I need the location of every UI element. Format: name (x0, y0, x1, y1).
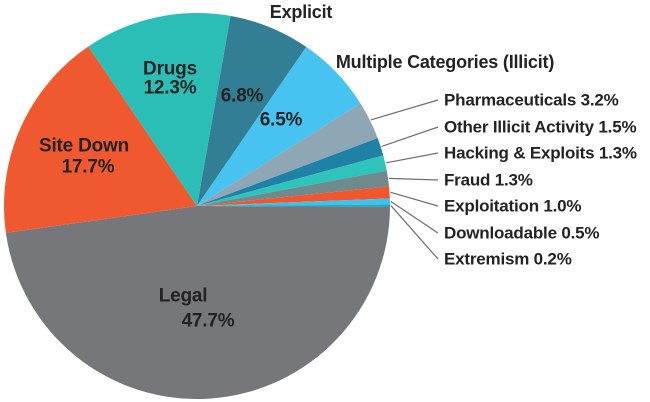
pie-slice-exploitation (197, 186, 390, 206)
pie-slice-site-down (4, 46, 197, 233)
leader-line-downloadable (390, 201, 439, 234)
leader-line-hacking-exploits (385, 152, 439, 164)
pie-slice-legal (5, 206, 390, 400)
pie-slice-pharmaceuticals (197, 103, 378, 206)
pie-slice-downloadable (197, 198, 390, 206)
pie-slice-hacking-exploits (197, 155, 387, 206)
leader-line-fraud (388, 177, 439, 181)
leader-line-other-illicit-activity (381, 126, 439, 147)
leader-line-extremism (390, 205, 439, 260)
pie-slice-extremism (197, 204, 391, 207)
pie-slice-explicit (197, 15, 307, 207)
pie-slice-other-illicit-activity (197, 138, 384, 206)
pie-slice-drugs (88, 13, 231, 207)
pie-slice-fraud (197, 170, 389, 206)
leader-line-pharmaceuticals (370, 99, 439, 121)
pie-slice-multiple-categories-illicit (197, 46, 361, 206)
leader-line-exploitation (390, 191, 439, 207)
